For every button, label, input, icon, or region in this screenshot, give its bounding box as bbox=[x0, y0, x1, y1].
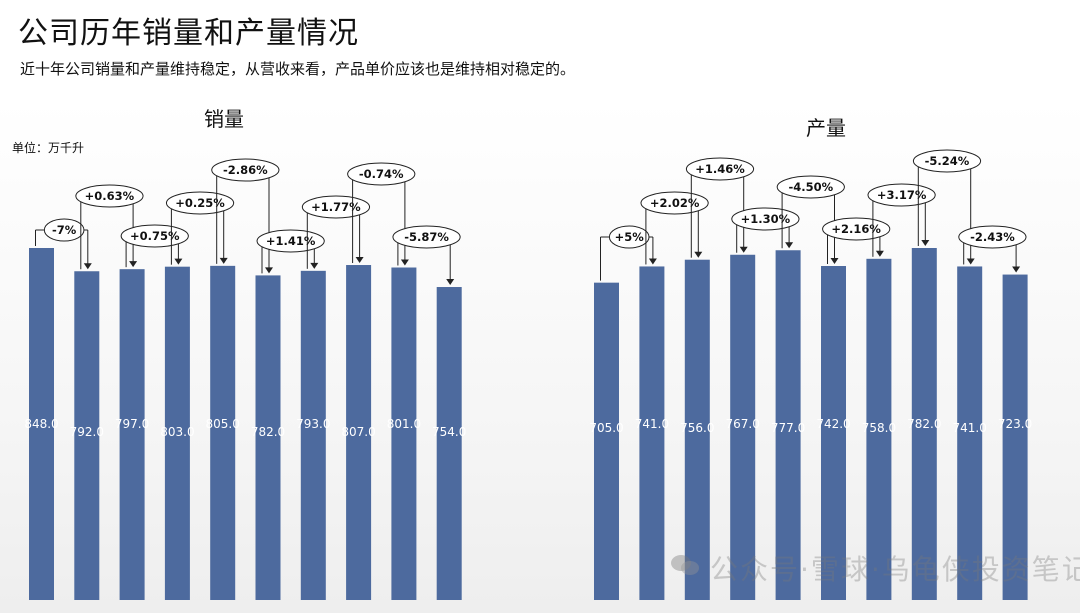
bar-value-label: 792.0 bbox=[70, 425, 104, 439]
change-label: +3.17% bbox=[877, 188, 927, 202]
arrow-head bbox=[129, 261, 138, 268]
arrow-head bbox=[310, 262, 319, 269]
change-bubble bbox=[392, 225, 461, 249]
change-bubble bbox=[685, 157, 755, 181]
change-label: -5.24% bbox=[925, 154, 970, 168]
arrow-head bbox=[694, 251, 703, 258]
change-bubble bbox=[75, 184, 144, 208]
arrow-head bbox=[174, 258, 183, 265]
change-label: +0.25% bbox=[175, 196, 225, 210]
arrow-head bbox=[1012, 266, 1021, 273]
arrow-head bbox=[219, 257, 228, 264]
arrow-head bbox=[966, 258, 975, 265]
bar bbox=[866, 258, 892, 600]
arrow-head bbox=[739, 246, 748, 253]
bar-value-label: 741.0 bbox=[635, 417, 669, 431]
change-label: +2.16% bbox=[831, 222, 881, 236]
bar bbox=[911, 248, 937, 600]
change-label: +2.02% bbox=[650, 196, 700, 210]
arrow-head bbox=[446, 279, 455, 286]
bar-value-label: 767.0 bbox=[726, 417, 760, 431]
bar bbox=[74, 271, 100, 600]
arrow-head bbox=[785, 242, 794, 249]
bar bbox=[775, 250, 801, 600]
bar-value-label: 742.0 bbox=[816, 417, 850, 431]
change-bubble bbox=[776, 175, 845, 199]
change-bubble bbox=[958, 225, 1027, 249]
bar bbox=[594, 282, 619, 600]
wechat-icon bbox=[671, 555, 699, 575]
bar-value-label: 782.0 bbox=[907, 417, 941, 431]
bar-value-label: 801.0 bbox=[387, 417, 421, 431]
arrow-head bbox=[83, 263, 92, 270]
change-bubble bbox=[347, 162, 416, 186]
arrow-head bbox=[921, 240, 930, 246]
change-label: +1.41% bbox=[266, 234, 316, 248]
bar-value-label: 741.0 bbox=[953, 421, 987, 435]
bar bbox=[957, 266, 983, 600]
bar-value-label: 803.0 bbox=[160, 425, 194, 439]
unit-label: 单位：万千升 bbox=[12, 140, 84, 155]
bar bbox=[119, 269, 145, 600]
change-label: -2.86% bbox=[223, 163, 268, 177]
bar-value-label: 754.0 bbox=[432, 425, 466, 439]
change-label: +1.77% bbox=[311, 200, 361, 214]
bar bbox=[684, 259, 710, 600]
bar bbox=[210, 265, 236, 600]
bar bbox=[1002, 274, 1028, 600]
change-label: +0.75% bbox=[130, 229, 180, 243]
change-bubble bbox=[43, 218, 85, 242]
bar bbox=[255, 275, 281, 600]
bar-value-label: 705.0 bbox=[589, 421, 623, 435]
change-label: +1.30% bbox=[741, 212, 791, 226]
bar bbox=[436, 287, 462, 600]
change-label: -5.87% bbox=[404, 230, 449, 244]
arrow-head bbox=[648, 258, 657, 265]
bar bbox=[821, 266, 846, 600]
bar bbox=[391, 267, 417, 600]
change-label: -0.74% bbox=[359, 167, 404, 181]
production-chart: 产量 705.0 741.0 756.0 767.0 777.0 742.0 758.0 782… bbox=[589, 116, 1032, 600]
bar-value-label: 807.0 bbox=[341, 425, 375, 439]
change-label: -2.43% bbox=[970, 230, 1015, 244]
change-label: -7% bbox=[52, 223, 77, 237]
bar-value-label: 756.0 bbox=[680, 421, 714, 435]
bar bbox=[29, 248, 54, 600]
change-bubble bbox=[608, 225, 650, 249]
page-subtitle: 近十年公司销量和产量维持稳定，从营收来看，产品单价应该也是维持相对稳定的。 bbox=[20, 60, 576, 78]
bar bbox=[346, 265, 372, 600]
bar-value-label: 848.0 bbox=[24, 417, 58, 431]
bar bbox=[639, 266, 665, 600]
bar bbox=[300, 270, 326, 600]
bar-value-label: 723.0 bbox=[998, 417, 1032, 431]
bar-value-label: 797.0 bbox=[115, 417, 149, 431]
arrow-head bbox=[400, 259, 409, 266]
change-label: +0.63% bbox=[85, 189, 135, 203]
arrow-head bbox=[355, 257, 364, 264]
watermark-text: 公众号·雪球·乌龟侠投资笔记 bbox=[710, 553, 1080, 586]
arrow-head bbox=[830, 258, 839, 265]
chart-title: 产量 bbox=[806, 116, 846, 140]
bar-value-label: 793.0 bbox=[296, 417, 330, 431]
bar bbox=[164, 266, 190, 600]
bar-value-label: 782.0 bbox=[251, 425, 285, 439]
change-bubble bbox=[912, 149, 982, 173]
bar-value-label: 777.0 bbox=[771, 421, 805, 435]
chart-title: 销量 bbox=[204, 107, 244, 131]
change-label: -4.50% bbox=[788, 180, 833, 194]
bar bbox=[730, 254, 756, 600]
change-label: +1.46% bbox=[695, 162, 745, 176]
bar-value-label: 758.0 bbox=[862, 421, 896, 435]
arrow-head bbox=[875, 250, 884, 257]
change-label: +5% bbox=[615, 230, 645, 244]
arrow-head bbox=[265, 267, 273, 274]
change-bubble bbox=[211, 158, 280, 182]
page-title: 公司历年销量和产量情况 bbox=[18, 16, 359, 51]
bar-value-label: 805.0 bbox=[206, 417, 240, 431]
